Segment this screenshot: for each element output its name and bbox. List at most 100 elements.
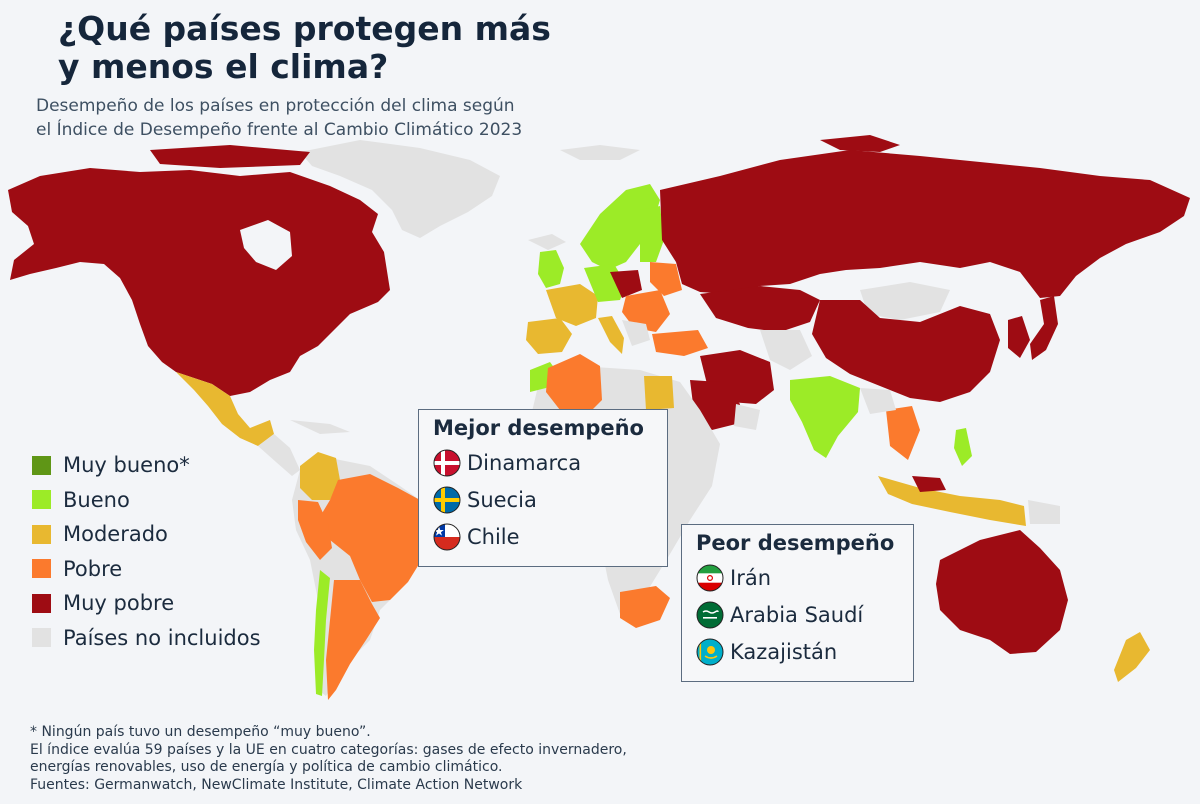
title-line-2: y menos el clima? xyxy=(58,47,389,86)
france-benelux xyxy=(546,284,598,326)
australia xyxy=(936,530,1068,654)
footnote-asterisk: * Ningún país tuvo un desempeño “muy bue… xyxy=(30,724,371,740)
brazil xyxy=(318,474,432,602)
italy xyxy=(598,316,624,354)
spain-portugal xyxy=(526,318,572,354)
philippines xyxy=(954,428,972,466)
legend-item-no-incluidos: Países no incluidos xyxy=(32,621,261,656)
iceland xyxy=(528,234,566,250)
worst-label: Irán xyxy=(730,565,772,590)
peru xyxy=(298,500,332,560)
china xyxy=(812,300,1000,402)
sweden-flag-icon xyxy=(433,486,461,513)
mexico xyxy=(176,372,274,446)
uk-ireland xyxy=(538,250,564,288)
japan xyxy=(1030,296,1058,360)
alaska-hole xyxy=(60,268,96,282)
legend-label: Pobre xyxy=(63,556,123,581)
indonesia xyxy=(878,476,1026,526)
legend: Muy bueno* Bueno Moderado Pobre Muy pobr… xyxy=(32,448,261,655)
hudson-bay xyxy=(240,220,292,270)
russia-north-islands xyxy=(820,135,900,152)
footnote-description-1: El índice evalúa 59 países y la UE en cu… xyxy=(30,741,627,758)
indochina-grey xyxy=(860,388,896,414)
worst-performance-title: Peor desempeño xyxy=(696,531,895,555)
central-asia-south xyxy=(760,330,812,370)
kazakhstan xyxy=(700,286,820,332)
legend-label: Bueno xyxy=(63,487,130,512)
ukraine-belarus xyxy=(650,262,682,296)
chile-flag-icon xyxy=(433,523,461,550)
legend-swatch xyxy=(32,628,51,648)
title-line-1: ¿Qué países protegen más xyxy=(58,9,551,48)
best-row-denmark: Dinamarca xyxy=(433,444,653,481)
legend-swatch xyxy=(32,593,51,613)
page-subtitle: Desempeño de los países en protección de… xyxy=(36,94,596,142)
egypt xyxy=(644,376,674,410)
argentina xyxy=(326,580,380,700)
legend-item-pobre: Pobre xyxy=(32,552,261,587)
mongolia xyxy=(860,282,950,320)
best-performance-title: Mejor desempeño xyxy=(433,416,644,440)
poland xyxy=(610,270,642,298)
best-label: Chile xyxy=(467,524,520,549)
legend-label: Muy pobre xyxy=(63,591,175,616)
iran-flag-icon xyxy=(696,564,724,591)
central-america xyxy=(258,434,300,476)
best-row-sweden: Suecia xyxy=(433,481,653,518)
best-performance-box: Mejor desempeño Dinamarca Suecia xyxy=(418,409,668,567)
best-label: Suecia xyxy=(467,487,537,512)
eastern-europe xyxy=(622,290,670,332)
footnotes: * Ningún país tuvo un desempeño “muy bue… xyxy=(30,724,670,794)
north-america xyxy=(8,168,390,396)
denmark-flag-icon xyxy=(433,449,461,476)
worst-row-kazakhstan: Kazajistán xyxy=(696,633,899,670)
balkans xyxy=(622,320,650,346)
arabian-periphery xyxy=(734,404,760,430)
legend-swatch xyxy=(32,559,51,579)
legend-label: Moderado xyxy=(63,522,168,547)
subtitle-line-1: Desempeño de los países en protección de… xyxy=(36,96,515,116)
india xyxy=(790,376,860,458)
legend-item-bueno: Bueno xyxy=(32,483,261,518)
papua xyxy=(1028,500,1060,524)
korea-japan xyxy=(1008,316,1030,358)
greenland xyxy=(300,140,500,238)
legend-label: Muy bueno* xyxy=(63,453,190,478)
subtitle-line-2: el Índice de Desempeño frente al Cambio … xyxy=(36,120,523,140)
russia-arctic-islands xyxy=(150,145,310,168)
saudi-arabia-flag-icon xyxy=(696,601,724,628)
finland-baltic xyxy=(640,206,664,262)
worst-performance-box: Peor desempeño Irán Arabia Saudí xyxy=(681,524,914,682)
algeria xyxy=(546,354,602,412)
scandinavia xyxy=(580,184,660,270)
new-zealand xyxy=(1114,632,1150,682)
legend-swatch xyxy=(32,524,51,544)
turkey xyxy=(652,330,708,356)
caribbean xyxy=(290,420,350,434)
footnote-description-2: energías renovables, uso de energía y po… xyxy=(30,759,503,775)
worst-label: Arabia Saudí xyxy=(730,602,864,627)
legend-swatch xyxy=(32,455,51,475)
south-africa xyxy=(620,586,670,628)
colombia xyxy=(300,452,340,500)
best-label: Dinamarca xyxy=(467,450,582,475)
worst-label: Kazajistán xyxy=(730,639,838,664)
russia xyxy=(660,150,1190,298)
kazakhstan-flag-icon xyxy=(696,638,724,665)
legend-swatch xyxy=(32,490,51,510)
southeast-asia xyxy=(886,406,920,460)
footnote-sources: Fuentes: Germanwatch, NewClimate Institu… xyxy=(30,776,523,793)
legend-item-moderado: Moderado xyxy=(32,517,261,552)
svalbard-arctic xyxy=(560,145,640,160)
legend-item-muy-bueno: Muy bueno* xyxy=(32,448,261,483)
page-title: ¿Qué países protegen más y menos el clim… xyxy=(58,10,578,86)
legend-label: Países no incluidos xyxy=(63,625,261,650)
legend-item-muy-pobre: Muy pobre xyxy=(32,586,261,621)
best-row-chile: Chile xyxy=(433,518,653,555)
worst-row-saudi-arabia: Arabia Saudí xyxy=(696,596,899,633)
chile xyxy=(314,570,330,696)
worst-row-iran: Irán xyxy=(696,559,899,596)
malaysia xyxy=(912,476,946,492)
